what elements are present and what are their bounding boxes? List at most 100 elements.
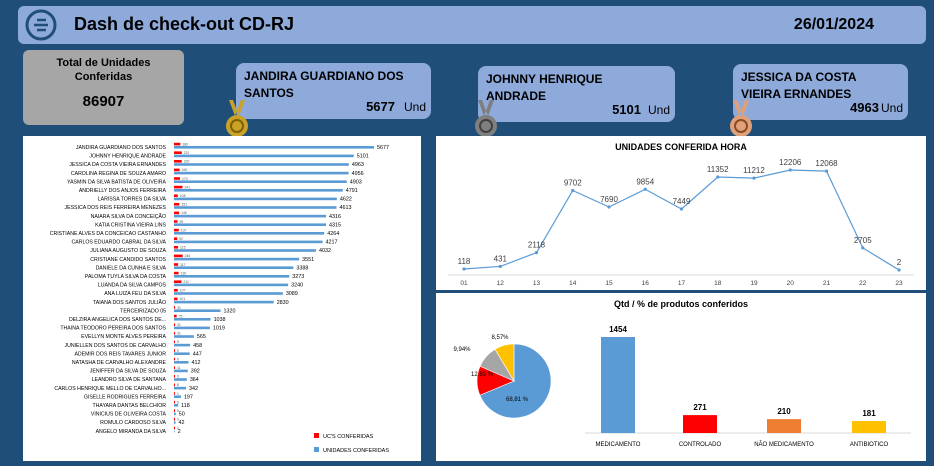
units-bar <box>174 146 374 149</box>
units-bar <box>174 404 179 407</box>
uc-bar <box>174 151 182 154</box>
hour-tick-label: 22 <box>859 280 867 287</box>
ranking-name-label: KATIA CRISTINA VIEIRA LINS <box>95 222 166 228</box>
hourly-point <box>752 176 756 180</box>
units-value-label: 4613 <box>340 205 352 211</box>
units-bar <box>174 266 294 269</box>
uc-bar <box>174 220 178 223</box>
units-value-label: 4963 <box>352 162 364 168</box>
legend-uc-label: UC'S CONFERIDAS <box>323 434 374 440</box>
units-value-label: 3240 <box>291 283 303 289</box>
uc-value-label: 115 <box>180 246 186 250</box>
uc-value-label: 117 <box>180 263 186 267</box>
hourly-point <box>788 168 792 172</box>
uc-bar <box>174 306 176 309</box>
ranking-name-label: YASMIN DA SILVA BATISTA DE OLIVEIRA <box>67 179 167 185</box>
category-value-label: 210 <box>777 407 791 416</box>
ranking-name-label: LUANDA DA SILVA CAMPOS <box>98 283 167 289</box>
uc-bar <box>174 254 183 258</box>
pie-slice-label: 12,83 % <box>471 372 494 378</box>
hour-tick-label: 19 <box>750 280 758 287</box>
uc-value-label: 92 <box>179 237 183 241</box>
hourly-value-label: 2705 <box>854 236 872 245</box>
units-bar <box>174 180 347 183</box>
category-name-label: ANTIBIOTICO <box>850 442 889 448</box>
units-value-label: 42 <box>178 420 184 426</box>
units-value-label: 458 <box>193 343 202 349</box>
uc-bar <box>174 185 183 189</box>
uc-value-label: 31 <box>177 323 181 327</box>
units-value-label: 2830 <box>277 300 289 306</box>
units-bar <box>174 214 327 218</box>
ranking-name-label: LARISSA TORRES DA SILVA <box>98 197 167 203</box>
hour-tick-label: 13 <box>533 280 541 287</box>
uc-bar <box>174 297 178 301</box>
units-value-label: 3551 <box>302 257 314 263</box>
units-bar <box>174 223 327 226</box>
units-bar <box>174 232 325 235</box>
uc-bar <box>174 418 175 421</box>
ranking-chart: JANDIRA GUARDIANO DOS SANTOS 180 5677 JOHNN… <box>50 142 390 454</box>
units-bar <box>174 292 283 295</box>
pie-slice <box>494 343 515 383</box>
units-value-label: 447 <box>193 351 202 357</box>
units-value-label: 1038 <box>214 317 226 323</box>
uc-bar <box>174 409 175 412</box>
uc-bar <box>174 349 175 352</box>
uc-bar <box>174 211 180 215</box>
uc-bar <box>174 357 175 361</box>
category-value-label: 181 <box>862 409 876 418</box>
hourly-value-label: 9702 <box>564 179 582 188</box>
units-value-label: 4032 <box>319 248 331 254</box>
uc-value-label: 75 <box>179 314 183 318</box>
units-bar <box>174 335 194 338</box>
hourly-point <box>897 268 901 272</box>
units-bar <box>174 189 343 192</box>
total-units-label: Total de Unidades Conferidas <box>56 57 151 83</box>
ranking-name-label: ROMULO CARDOSO SILVA <box>100 420 166 426</box>
uc-value-label: 107 <box>180 289 186 293</box>
uc-bar <box>174 160 182 163</box>
ranking-name-label: DELZIRA ANGELICA DOS SANTOS DE... <box>69 317 166 323</box>
top2-value: 5101 <box>612 102 641 117</box>
units-bar <box>174 249 317 252</box>
units-value-label: 4956 <box>352 171 364 177</box>
legend-uc-swatch <box>314 433 319 438</box>
pie-slice <box>479 343 552 419</box>
top3-name: JESSICA DA COSTA VIEIRA ERNANDES <box>741 70 857 101</box>
ranking-name-label: NAIARA SILVA DA CONCEIÇÃO <box>91 213 166 220</box>
top2-name: JOHNNY HENRIQUE ANDRADE <box>486 72 603 103</box>
ranking-name-label: JENIFFER DA SILVA DE SOUZA <box>90 369 167 375</box>
units-bar <box>174 395 181 398</box>
top1-value: 5677 <box>366 99 395 114</box>
gold-medal-icon <box>226 100 248 137</box>
top3-unit: Und <box>880 101 903 115</box>
uc-value-label: 146 <box>181 211 187 215</box>
units-value-label: 392 <box>191 369 200 375</box>
uc-bar <box>174 168 180 172</box>
units-value-label: 1320 <box>224 308 236 314</box>
hour-tick-label: 12 <box>497 280 505 287</box>
hourly-point <box>498 264 502 269</box>
uc-value-label: 3 <box>177 418 179 422</box>
ranking-name-label: PALOMA TUYLA SILVA DA COSTA <box>85 274 167 280</box>
units-bar <box>174 171 349 175</box>
uc-bar <box>174 375 175 378</box>
ranking-name-label: CAROLINA REGINA DE SOUZA AMARO <box>71 171 166 177</box>
hourly-point <box>534 251 539 255</box>
units-value-label: 5101 <box>357 154 369 160</box>
uc-value-label: 1 <box>177 392 179 396</box>
hourly-point <box>824 169 829 173</box>
top1-unit: Und <box>403 100 426 114</box>
hourly-value-label: 2118 <box>528 241 546 250</box>
units-value-label: 50 <box>179 412 185 418</box>
units-value-label: 2 <box>178 429 181 435</box>
uc-bar <box>174 228 179 232</box>
category-bar <box>601 337 635 433</box>
uc-value-label: 246 <box>185 254 191 258</box>
category-bar <box>683 415 717 433</box>
uc-value-label: 11 <box>177 366 181 370</box>
units-bar <box>174 318 211 321</box>
units-bar <box>174 309 221 312</box>
uc-bar <box>174 246 179 249</box>
